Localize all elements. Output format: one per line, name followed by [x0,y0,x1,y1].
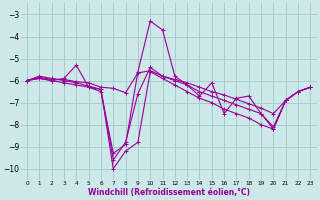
X-axis label: Windchill (Refroidissement éolien,°C): Windchill (Refroidissement éolien,°C) [88,188,250,197]
